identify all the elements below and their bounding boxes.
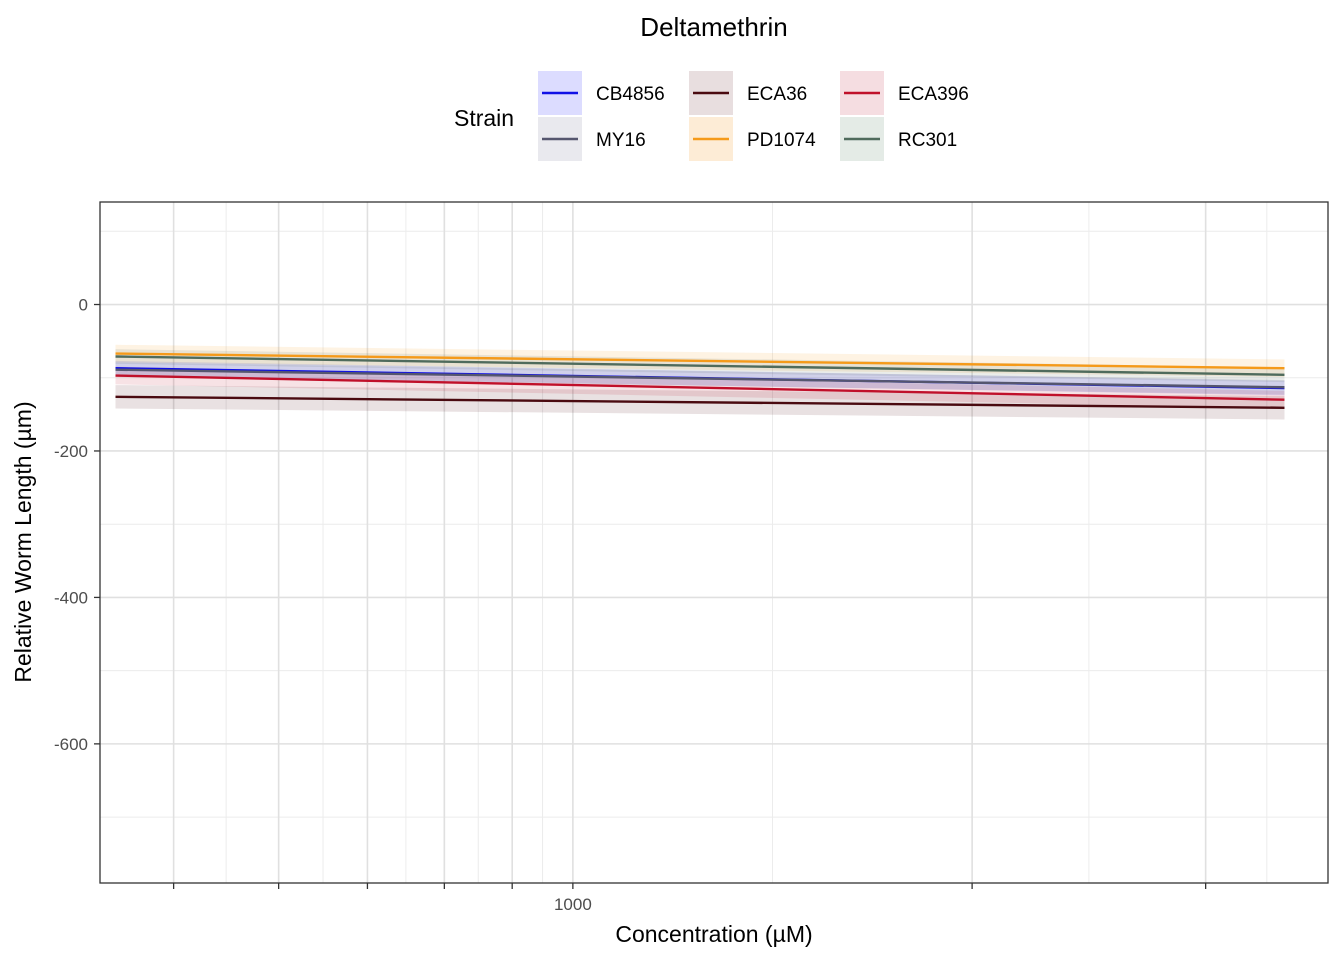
panel-background [100, 202, 1328, 883]
series-line-eca396 [115, 374, 1285, 401]
chart-title: Deltamethrin [640, 12, 787, 42]
y-axis-label: Relative Worm Length (µm) [10, 401, 36, 682]
legend-label: ECA36 [747, 84, 807, 105]
x-tick-label: 1000 [554, 895, 592, 914]
y-tick-label: 0 [79, 296, 88, 315]
series-line-pd1074 [115, 352, 1285, 370]
series-line-my16 [115, 368, 1285, 389]
legend-item-pd1074: PD1074 [689, 117, 816, 161]
y-tick-label: -400 [54, 588, 88, 607]
legend-label: ECA396 [898, 84, 969, 105]
legend-title: Strain [454, 105, 514, 131]
y-tick-label: -600 [54, 735, 88, 754]
legend-label: CB4856 [596, 84, 665, 105]
series-line-eca36 [115, 395, 1285, 409]
legend-label: RC301 [898, 130, 957, 151]
legend-item-my16: MY16 [538, 117, 646, 161]
legend-item-cb4856: CB4856 [538, 71, 665, 115]
legend-item-eca36: ECA36 [689, 71, 807, 115]
panel-border [99, 201, 1329, 884]
legend-item-rc301: RC301 [840, 117, 957, 161]
legend: Strain CB4856 ECA36 ECA396 MY16 PD1074 RC301 [454, 71, 969, 161]
series-line-rc301 [115, 355, 1285, 377]
legend-label: PD1074 [747, 130, 816, 151]
legend-item-eca396: ECA396 [840, 71, 969, 115]
x-axis-label: Concentration (µM) [615, 921, 812, 947]
y-tick-label: -200 [54, 442, 88, 461]
legend-label: MY16 [596, 130, 646, 151]
plot-panel: 1000 0 -200 -400 -600 [54, 201, 1329, 914]
